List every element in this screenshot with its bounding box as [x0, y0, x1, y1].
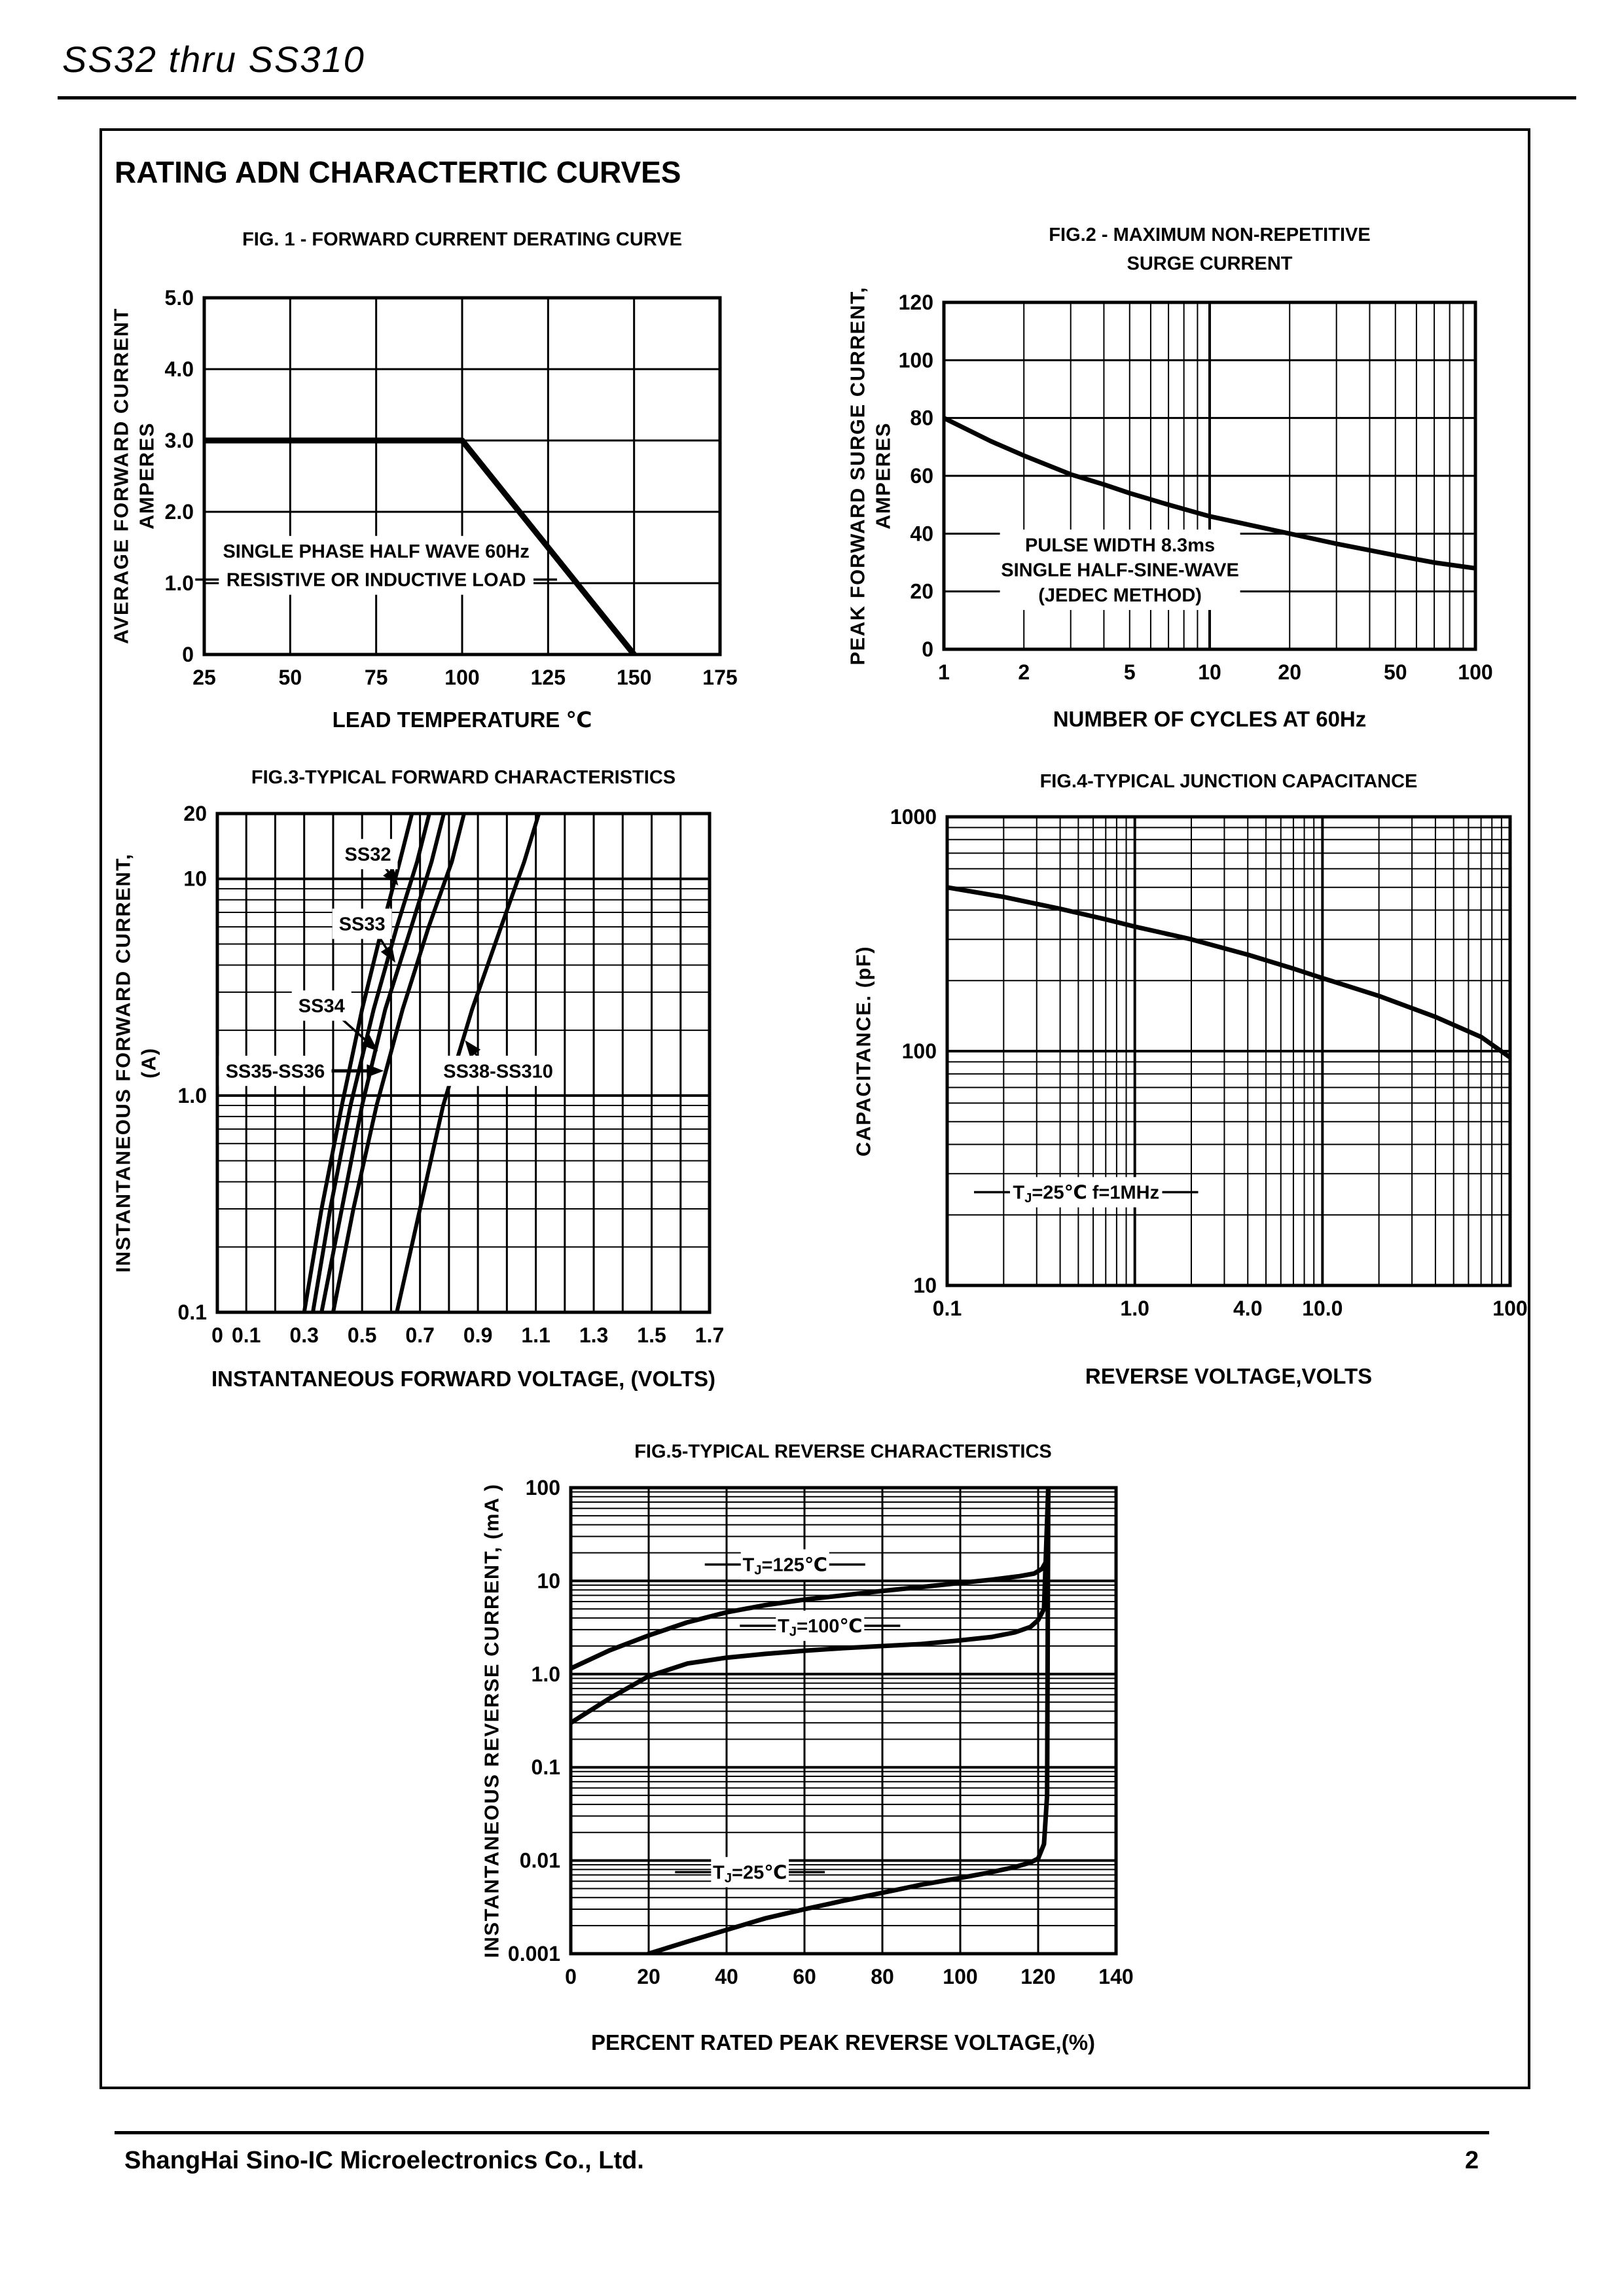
fig3-y-axis-label-line1: INSTANTANEOUS FORWARD CURRENT, [111, 853, 135, 1273]
fig4-y-axis-label: CAPACITANCE. (pF) [852, 946, 877, 1157]
section-heading: RATING ADN CHARACTERTIC CURVES [115, 155, 681, 189]
fig5-y-axis-label-line1: INSTANTANEOUS REVERSE CURRENT, (mA ) [480, 1483, 503, 1958]
fig2-y-axis-label-line2: AMPERES [871, 422, 894, 529]
fig1-y-axis-label: AVERAGE FORWARD CURRENT AMPERES [109, 308, 160, 644]
fig2-title-line1: FIG.2 - MAXIMUM NON-REPETITIVE [1049, 224, 1371, 245]
content-box [99, 128, 1530, 2089]
page-title: SS32 thru SS310 [62, 39, 365, 80]
fig1-y-axis-label-line2: AMPERES [135, 422, 158, 529]
fig5-y-axis-label: INSTANTANEOUS REVERSE CURRENT, (mA ) [480, 1483, 505, 1958]
fig2-x-axis-label: NUMBER OF CYCLES AT 60Hz [1053, 707, 1367, 731]
header-rule [58, 96, 1576, 99]
fig4-title: FIG.4-TYPICAL JUNCTION CAPACITANCE [1039, 771, 1418, 792]
fig2-y-axis-label-line1: PEAK FORWARD SURGE CURRENT, [846, 286, 869, 666]
footer-company: ShangHai Sino-IC Microelectronics Co., L… [124, 2147, 644, 2174]
fig4-x-axis-label: REVERSE VOLTAGE,VOLTS [1085, 1364, 1373, 1388]
fig3-x-axis-label: INSTANTANEOUS FORWARD VOLTAGE, (VOLTS) [211, 1367, 715, 1391]
fig1-x-axis-label: LEAD TEMPERATURE ℃ [332, 708, 592, 732]
fig4-y-axis-label-line1: CAPACITANCE. (pF) [852, 945, 875, 1157]
fig2-y-axis-label: PEAK FORWARD SURGE CURRENT, AMPERES [845, 286, 896, 665]
fig5-x-axis-label: PERCENT RATED PEAK REVERSE VOLTAGE,(%) [590, 2030, 1096, 2054]
fig1-y-axis-label-line1: AVERAGE FORWARD CURRENT [109, 308, 133, 644]
fig5-title: FIG.5-TYPICAL REVERSE CHARACTERISTICS [634, 1441, 1052, 1462]
fig2-title-line2: SURGE CURRENT [1127, 253, 1293, 274]
fig3-y-axis-label-line2: (A) [137, 1047, 160, 1079]
fig1-title: FIG. 1 - FORWARD CURRENT DERATING CURVE [242, 229, 682, 250]
footer-page-number: 2 [1465, 2147, 1479, 2174]
footer-rule [115, 2131, 1489, 2134]
fig3-title: FIG.3-TYPICAL FORWARD CHARACTERISTICS [251, 767, 676, 788]
fig3-y-axis-label: INSTANTANEOUS FORWARD CURRENT, (A) [111, 853, 162, 1273]
